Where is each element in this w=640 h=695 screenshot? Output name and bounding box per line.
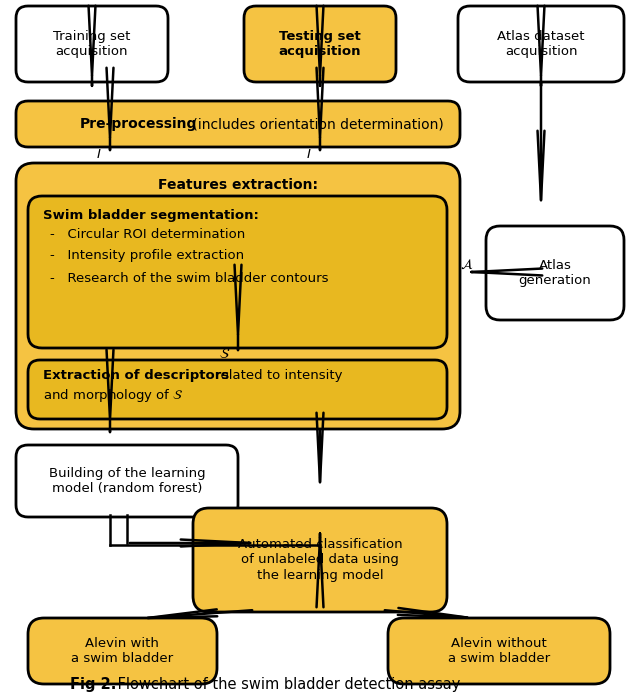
Text: Automated classification
of unlabeled data using
the learning model: Automated classification of unlabeled da… <box>237 539 403 582</box>
FancyBboxPatch shape <box>16 445 238 517</box>
FancyBboxPatch shape <box>458 6 624 82</box>
Text: $\mathcal{S}$: $\mathcal{S}$ <box>220 347 230 361</box>
Text: Atlas
generation: Atlas generation <box>518 259 591 287</box>
FancyBboxPatch shape <box>16 101 460 147</box>
Text: -   Intensity profile extraction: - Intensity profile extraction <box>50 250 244 263</box>
Text: Flowchart of the swim bladder detection assay: Flowchart of the swim bladder detection … <box>113 676 460 692</box>
Text: -   Circular ROI determination: - Circular ROI determination <box>50 227 245 240</box>
Text: and morphology of $\mathcal{S}$: and morphology of $\mathcal{S}$ <box>43 388 184 404</box>
Text: Fig 2.: Fig 2. <box>70 676 116 692</box>
FancyBboxPatch shape <box>16 6 168 82</box>
Text: $\mathcal{A}$: $\mathcal{A}$ <box>460 258 474 272</box>
FancyBboxPatch shape <box>28 196 447 348</box>
Text: Swim bladder segmentation:: Swim bladder segmentation: <box>43 208 259 222</box>
Text: I: I <box>307 149 311 161</box>
Text: -   Research of the swim bladder contours: - Research of the swim bladder contours <box>50 272 328 284</box>
Text: Alevin without
a swim bladder: Alevin without a swim bladder <box>448 637 550 665</box>
FancyBboxPatch shape <box>28 618 217 684</box>
Text: I: I <box>97 149 101 161</box>
Text: related to intensity: related to intensity <box>211 370 342 382</box>
Text: Training set
acquisition: Training set acquisition <box>53 30 131 58</box>
Text: Atlas dataset
acquisition: Atlas dataset acquisition <box>497 30 585 58</box>
Text: Building of the learning
model (random forest): Building of the learning model (random f… <box>49 467 205 495</box>
Text: (includes orientation determination): (includes orientation determination) <box>188 117 444 131</box>
FancyBboxPatch shape <box>16 163 460 429</box>
Text: Alevin with
a swim bladder: Alevin with a swim bladder <box>71 637 173 665</box>
Text: Testing set
acquisition: Testing set acquisition <box>279 30 361 58</box>
FancyBboxPatch shape <box>244 6 396 82</box>
Text: Pre-processing: Pre-processing <box>80 117 197 131</box>
FancyBboxPatch shape <box>28 360 447 419</box>
FancyBboxPatch shape <box>388 618 610 684</box>
FancyBboxPatch shape <box>193 508 447 612</box>
Text: Features extraction:: Features extraction: <box>158 178 318 192</box>
FancyBboxPatch shape <box>486 226 624 320</box>
Text: Extraction of descriptors: Extraction of descriptors <box>43 370 229 382</box>
